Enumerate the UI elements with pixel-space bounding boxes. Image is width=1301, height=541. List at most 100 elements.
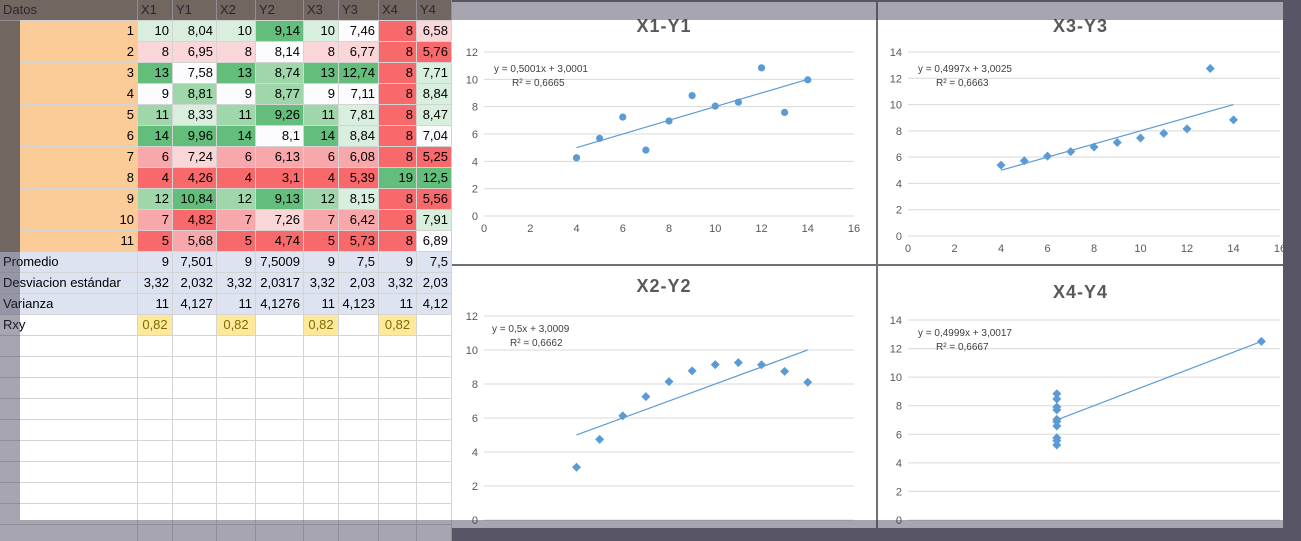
stat-cell[interactable]: 2,0317 <box>256 273 304 294</box>
empty-cell[interactable] <box>339 483 379 504</box>
row-number-cell[interactable]: 9 <box>20 189 138 210</box>
empty-cell[interactable] <box>256 399 304 420</box>
empty-cell[interactable] <box>304 399 339 420</box>
data-cell[interactable]: 7 <box>138 210 173 231</box>
data-cell[interactable]: 8,47 <box>417 105 452 126</box>
data-cell[interactable]: 5,39 <box>339 168 379 189</box>
column-header-x3[interactable]: X3 <box>304 0 339 21</box>
empty-cell[interactable] <box>417 336 452 357</box>
stat-cell[interactable]: 4,12 <box>417 294 452 315</box>
chart-x1-y1[interactable]: X1-Y1 0 2 4 6 8 10 12 0 2 4 6 8 10 12 14 16 y = 0,5001x … <box>452 2 876 264</box>
empty-cell[interactable] <box>339 462 379 483</box>
empty-cell[interactable] <box>173 378 217 399</box>
empty-cell[interactable] <box>304 483 339 504</box>
data-cell[interactable]: 6,58 <box>417 21 452 42</box>
data-cell[interactable]: 3,1 <box>256 168 304 189</box>
data-cell[interactable]: 8,1 <box>256 126 304 147</box>
data-cell[interactable]: 12,5 <box>417 168 452 189</box>
data-cell[interactable]: 7,58 <box>173 63 217 84</box>
row-number-cell[interactable]: 7 <box>20 147 138 168</box>
empty-cell[interactable] <box>256 357 304 378</box>
data-cell[interactable]: 11 <box>138 105 173 126</box>
empty-cell[interactable] <box>217 483 256 504</box>
data-cell[interactable]: 8 <box>379 21 417 42</box>
row-number-cell[interactable]: 2 <box>20 42 138 63</box>
data-cell[interactable]: 8,33 <box>173 105 217 126</box>
data-cell[interactable]: 8 <box>138 42 173 63</box>
row-number-cell[interactable]: 8 <box>20 168 138 189</box>
empty-cell[interactable] <box>0 336 138 357</box>
data-cell[interactable]: 8,84 <box>339 126 379 147</box>
stat-cell[interactable]: 9 <box>379 252 417 273</box>
data-cell[interactable]: 4,26 <box>173 168 217 189</box>
stat-cell[interactable]: 9 <box>138 252 173 273</box>
empty-cell[interactable] <box>138 357 173 378</box>
empty-cell[interactable] <box>379 420 417 441</box>
data-cell[interactable]: 5,56 <box>417 189 452 210</box>
chart-x2-y2[interactable]: X2-Y2 0 2 4 6 8 10 12 0 2 4 6 8 10 12 14 16 y = 0,5x + 3… <box>452 266 876 528</box>
empty-cell[interactable] <box>304 420 339 441</box>
empty-cell[interactable] <box>379 357 417 378</box>
empty-cell[interactable] <box>217 357 256 378</box>
empty-cell[interactable] <box>339 357 379 378</box>
data-cell[interactable]: 10,84 <box>173 189 217 210</box>
empty-cell[interactable] <box>379 525 417 541</box>
column-header-y3[interactable]: Y3 <box>339 0 379 21</box>
stat-cell[interactable]: 2,03 <box>339 273 379 294</box>
data-cell[interactable]: 4,82 <box>173 210 217 231</box>
empty-cell[interactable] <box>256 462 304 483</box>
stat-cell[interactable]: 11 <box>217 294 256 315</box>
data-cell[interactable]: 5 <box>138 231 173 252</box>
data-cell[interactable]: 14 <box>304 126 339 147</box>
empty-cell[interactable] <box>339 420 379 441</box>
data-cell[interactable]: 9,26 <box>256 105 304 126</box>
empty-cell[interactable] <box>217 462 256 483</box>
empty-cell[interactable] <box>417 483 452 504</box>
data-cell[interactable]: 7,24 <box>173 147 217 168</box>
empty-cell[interactable] <box>173 504 217 525</box>
stat-cell[interactable]: 4,1276 <box>256 294 304 315</box>
chart-x4-y4[interactable]: X4-Y4 0 2 4 6 8 10 12 14 0 5 10 15 20 y = 0,4999x + 3… <box>878 266 1283 528</box>
empty-cell[interactable] <box>0 525 138 541</box>
empty-cell[interactable] <box>0 504 138 525</box>
data-cell[interactable]: 5,76 <box>417 42 452 63</box>
data-cell[interactable]: 12,74 <box>339 63 379 84</box>
data-cell[interactable]: 11 <box>304 105 339 126</box>
data-cell[interactable]: 8 <box>379 210 417 231</box>
rxy-cell[interactable]: 0,82 <box>217 315 256 336</box>
data-cell[interactable]: 6 <box>138 147 173 168</box>
empty-cell[interactable] <box>339 504 379 525</box>
empty-cell[interactable] <box>217 441 256 462</box>
empty-cell[interactable] <box>138 378 173 399</box>
data-cell[interactable]: 8,77 <box>256 84 304 105</box>
data-cell[interactable]: 8 <box>379 84 417 105</box>
data-cell[interactable]: 7,04 <box>417 126 452 147</box>
data-cell[interactable]: 10 <box>217 21 256 42</box>
empty-cell[interactable] <box>217 420 256 441</box>
empty-cell[interactable] <box>173 525 217 541</box>
empty-cell[interactable] <box>256 336 304 357</box>
data-cell[interactable]: 13 <box>138 63 173 84</box>
empty-cell[interactable] <box>217 378 256 399</box>
empty-cell[interactable] <box>138 441 173 462</box>
stat-cell[interactable]: 11 <box>304 294 339 315</box>
empty-cell[interactable] <box>339 315 379 336</box>
empty-cell[interactable] <box>0 483 138 504</box>
data-cell[interactable]: 19 <box>379 168 417 189</box>
data-cell[interactable]: 6,42 <box>339 210 379 231</box>
data-cell[interactable]: 6,89 <box>417 231 452 252</box>
data-cell[interactable]: 7,26 <box>256 210 304 231</box>
empty-cell[interactable] <box>256 504 304 525</box>
data-cell[interactable]: 13 <box>304 63 339 84</box>
empty-cell[interactable] <box>256 441 304 462</box>
empty-cell[interactable] <box>173 441 217 462</box>
data-cell[interactable]: 8 <box>379 63 417 84</box>
empty-cell[interactable] <box>417 525 452 541</box>
empty-cell[interactable] <box>138 336 173 357</box>
column-header-y1[interactable]: Y1 <box>173 0 217 21</box>
stat-cell[interactable]: 2,032 <box>173 273 217 294</box>
data-cell[interactable]: 12 <box>304 189 339 210</box>
cell-datos-header[interactable]: Datos <box>0 0 138 21</box>
stat-cell[interactable]: 2,03 <box>417 273 452 294</box>
data-cell[interactable]: 10 <box>304 21 339 42</box>
